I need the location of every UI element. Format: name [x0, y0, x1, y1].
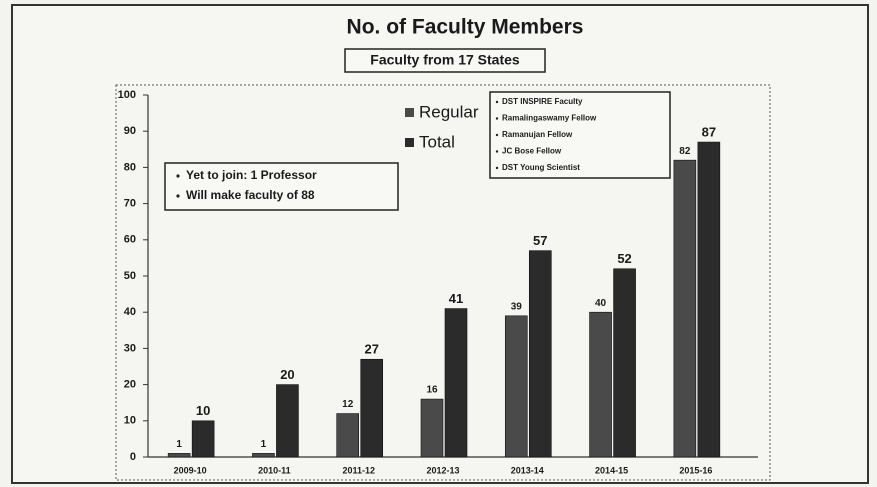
value-label: 39 — [511, 301, 523, 312]
annotation-text: Ramanujan Fellow — [502, 130, 573, 139]
x-tick-label: 2013-14 — [511, 465, 544, 475]
bullet — [495, 133, 499, 137]
bar — [528, 250, 552, 458]
bar — [336, 413, 360, 458]
y-tick-label: 60 — [124, 234, 136, 246]
legend-label: Total — [419, 132, 455, 151]
legend-label: Regular — [419, 102, 479, 121]
chart-title: No. of Faculty Members — [347, 16, 584, 39]
x-tick-label: 2015-16 — [679, 465, 712, 475]
x-tick-label: 2012-13 — [426, 465, 459, 475]
annotation-box — [489, 91, 671, 179]
subtitle: Faculty from 17 States — [370, 52, 520, 68]
bullet — [495, 117, 499, 120]
bar — [360, 358, 384, 458]
bar — [420, 398, 444, 458]
y-tick-label: 70 — [124, 198, 136, 210]
value-label: 82 — [679, 146, 691, 157]
bar — [504, 315, 528, 458]
bar — [252, 453, 275, 458]
bar — [191, 420, 215, 458]
subtitle-box — [344, 48, 546, 73]
legend-swatch — [405, 108, 414, 117]
annotation-box — [164, 162, 399, 211]
y-tick-label: 20 — [124, 379, 136, 391]
value-label: 27 — [364, 342, 378, 357]
value-label: 52 — [617, 251, 631, 266]
bar — [444, 308, 468, 458]
annotation-text: Yet to join: 1 Professor — [186, 168, 317, 182]
bar — [613, 268, 636, 458]
x-tick-label: 2014-15 — [595, 465, 628, 475]
x-tick-label: 2010-11 — [258, 465, 291, 475]
value-label: 41 — [449, 291, 463, 306]
y-tick-label: 10 — [124, 415, 136, 427]
y-tick-label: 0 — [130, 451, 136, 463]
bar — [673, 159, 697, 458]
annotation-text: JC Bose Fellow — [502, 147, 562, 156]
annotation-text: DST INSPIRE Faculty — [502, 97, 583, 106]
value-label: 10 — [196, 403, 210, 418]
value-label: 40 — [595, 298, 607, 309]
y-tick-label: 100 — [118, 89, 136, 101]
y-tick-label: 50 — [124, 270, 136, 282]
bullet — [176, 194, 180, 198]
y-tick-label: 30 — [124, 342, 136, 354]
bullet — [495, 100, 499, 104]
bullet — [495, 166, 499, 170]
value-label: 87 — [702, 124, 716, 139]
annotation-text: Ramalingaswamy Fellow — [502, 114, 597, 123]
y-tick-label: 90 — [124, 125, 136, 137]
annotation-text: DST Young Scientist — [502, 163, 580, 172]
x-tick-label: 2011-12 — [342, 465, 375, 475]
value-label: 1 — [176, 439, 182, 450]
value-label: 20 — [280, 367, 294, 382]
bar — [167, 453, 191, 458]
bullet — [495, 150, 499, 153]
annotation-text: Will make faculty of 88 — [186, 188, 315, 202]
bar — [697, 141, 721, 458]
bar — [276, 384, 299, 458]
value-label: 12 — [342, 399, 354, 410]
bar — [589, 311, 612, 458]
value-label: 16 — [426, 385, 438, 396]
x-tick-label: 2009-10 — [174, 465, 207, 475]
bullet — [176, 174, 180, 178]
value-label: 1 — [261, 439, 267, 450]
legend-swatch — [405, 138, 414, 147]
y-tick-label: 80 — [124, 161, 136, 173]
y-tick-label: 40 — [124, 306, 136, 318]
value-label: 57 — [533, 233, 547, 248]
